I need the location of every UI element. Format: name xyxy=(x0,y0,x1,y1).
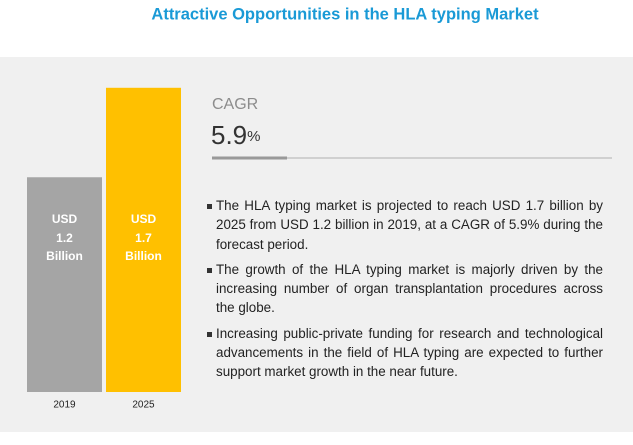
value-prefix: USD xyxy=(131,212,157,226)
bar xyxy=(106,87,181,392)
bar xyxy=(27,177,102,392)
bullet: The growth of the HLA typing market is m… xyxy=(206,260,603,318)
bullet-marker xyxy=(207,204,212,209)
chart-title: Attractive Opportunities in the HLA typi… xyxy=(151,5,539,23)
value-suffix: Billion xyxy=(46,249,83,263)
bullet-list: The HLA typing market is projected to re… xyxy=(206,196,603,388)
value-prefix: USD xyxy=(52,212,78,226)
cagr-number: 5.9 xyxy=(211,120,247,150)
value-suffix: Billion xyxy=(125,249,162,263)
panel xyxy=(0,57,633,432)
bullet-marker xyxy=(207,331,212,337)
cagr-unit: % xyxy=(247,128,260,145)
cagr-label: CAGR xyxy=(212,96,258,113)
bullet-text: The HLA typing market is projected to re… xyxy=(216,198,603,252)
value-label: 1.7 xyxy=(135,231,152,245)
x-tick-label: 2025 xyxy=(132,400,155,411)
bullet-text: Increasing public-private funding for re… xyxy=(216,325,603,380)
value-label: 1.2 xyxy=(56,231,73,245)
bullet: Increasing public-private funding for re… xyxy=(206,324,603,382)
bullet: The HLA typing market is projected to re… xyxy=(206,196,603,254)
x-tick-label: 2019 xyxy=(53,400,76,411)
cagr-value: 5.9% xyxy=(211,120,261,150)
bullet-marker xyxy=(207,267,212,273)
bullet-text: The growth of the HLA typing market is m… xyxy=(216,261,603,316)
